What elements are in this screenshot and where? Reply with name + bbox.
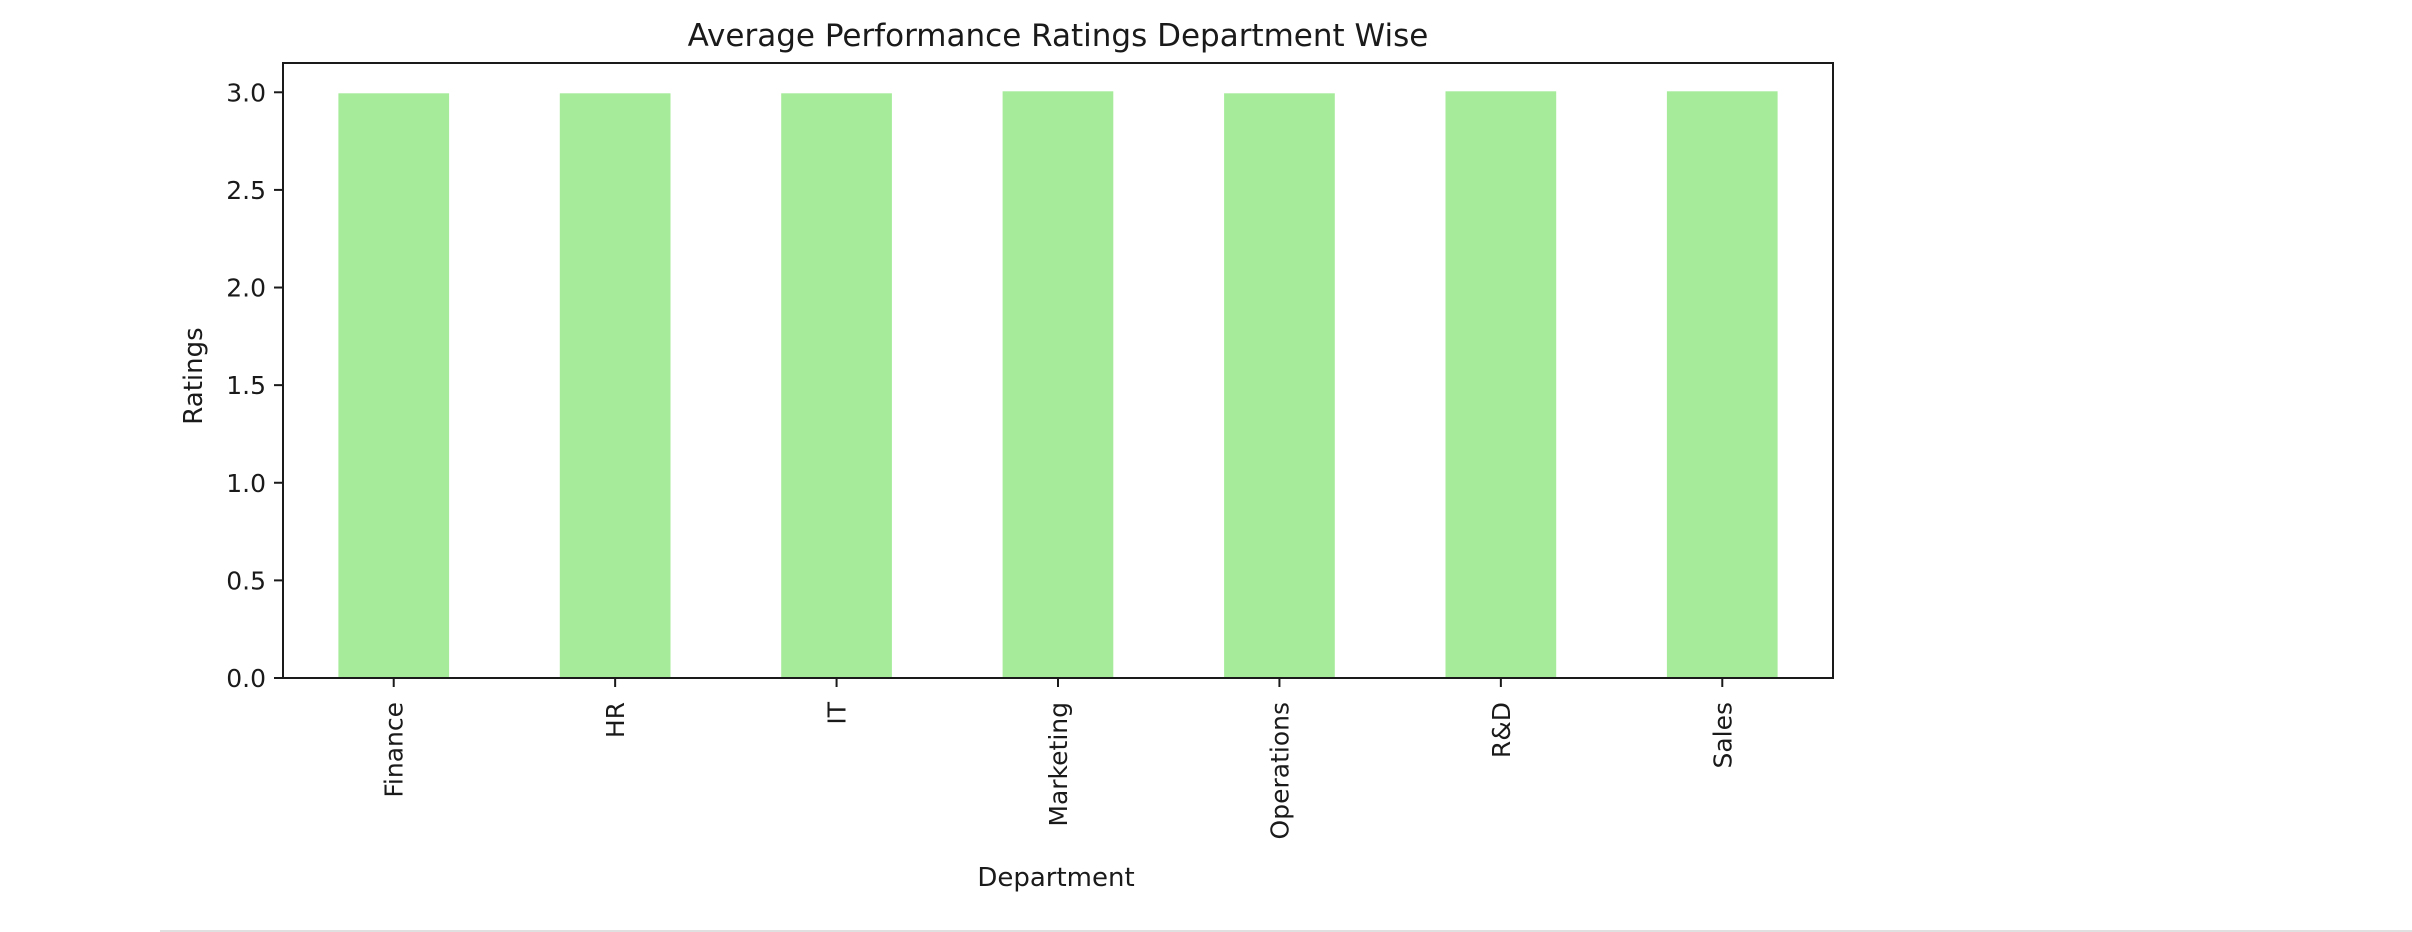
bar-r-d [1445,91,1557,679]
y-tick-label: 2.5 [226,176,266,205]
bottom-divider [160,930,2412,932]
y-tick-label: 1.5 [226,371,266,400]
bar-operations [1224,93,1335,679]
bar-marketing [1002,91,1114,679]
x-tick-label: Operations [1265,702,1294,839]
bar-hr [559,93,671,679]
x-tick-label: HR [601,702,630,738]
y-axis-label: Ratings [179,327,209,424]
y-tick-label: 1.0 [226,469,266,498]
x-tick-label: IT [823,701,852,724]
x-tick-label: R&D [1487,702,1516,758]
y-tick-label: 0.5 [226,566,266,595]
x-tick-label: Marketing [1044,702,1073,827]
x-axis-label: Department [977,863,1134,893]
y-tick-label: 3.0 [226,78,266,107]
x-tick-label: Sales [1708,702,1737,769]
bar-sales [1666,91,1778,679]
bar-finance [338,93,450,679]
plot-area: 0.0 0.5 1.0 1.5 2.0 2.5 3.0 Finance HR IT Marketin… [226,62,1834,839]
chart-title: Average Performance Ratings Department W… [688,18,1429,54]
y-tick-label: 0.0 [226,664,266,693]
bar-it [781,93,892,679]
y-tick-label: 2.0 [226,274,266,303]
x-tick-label: Finance [380,702,409,798]
